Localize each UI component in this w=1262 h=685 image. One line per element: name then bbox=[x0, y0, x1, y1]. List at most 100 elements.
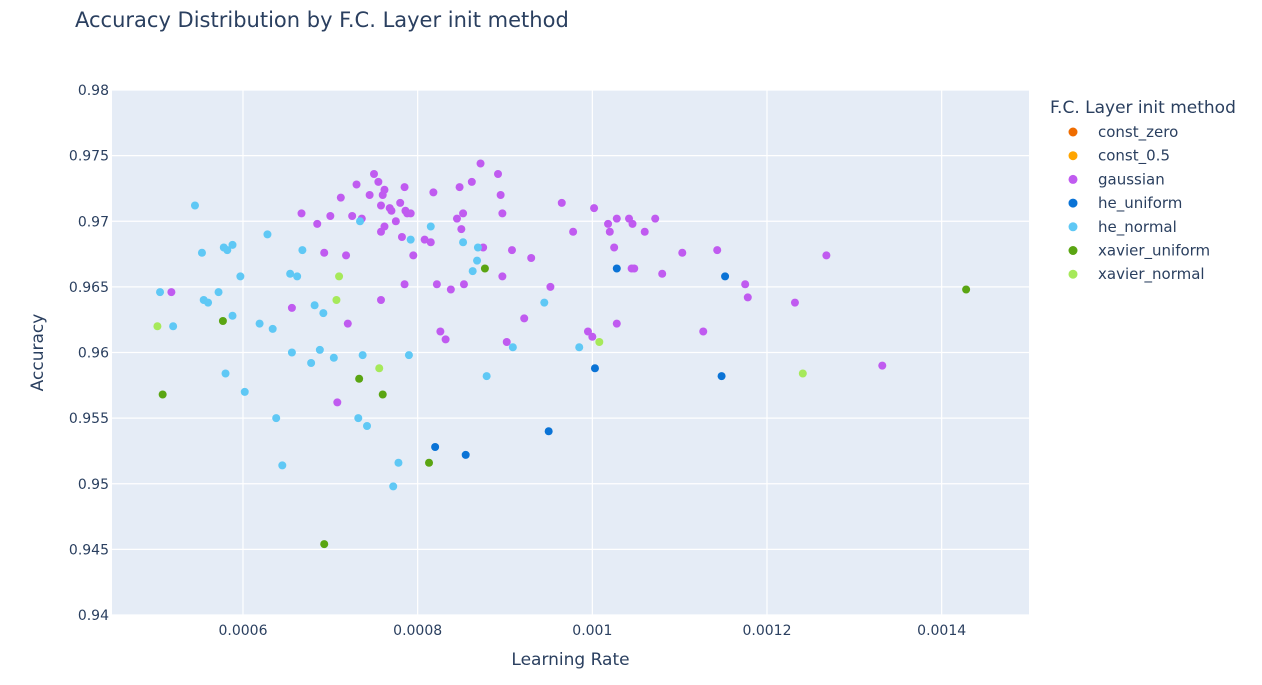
data-point-he-normal bbox=[286, 269, 295, 278]
data-point-gaussian bbox=[396, 198, 405, 207]
x-axis-ticks: 0.0006 0.0008 0.001 0.0012 0.0014 bbox=[219, 623, 967, 639]
data-point-gaussian bbox=[628, 219, 637, 228]
data-point-he-uniform bbox=[544, 427, 553, 436]
data-point-gaussian bbox=[420, 235, 429, 244]
data-point-gaussian bbox=[507, 246, 516, 255]
legend-label: const_zero bbox=[1098, 123, 1178, 142]
y-tick-label: 0.94 bbox=[78, 608, 109, 624]
data-point-gaussian bbox=[297, 209, 306, 218]
data-point-he-normal bbox=[354, 414, 363, 423]
data-point-he-normal bbox=[310, 301, 319, 310]
data-point-he-uniform bbox=[717, 372, 726, 381]
x-tick-label: 0.0014 bbox=[917, 623, 966, 639]
legend-marker bbox=[1068, 174, 1078, 184]
data-point-he-normal bbox=[473, 243, 482, 252]
data-point-gaussian bbox=[476, 159, 485, 168]
legend-marker bbox=[1068, 269, 1078, 279]
legend-label: xavier_uniform bbox=[1098, 242, 1210, 261]
legend: F.C. Layer init method const_zero const_0… bbox=[1050, 98, 1236, 284]
y-tick-label: 0.945 bbox=[69, 542, 109, 558]
data-point-gaussian bbox=[342, 251, 351, 260]
data-point-gaussian bbox=[455, 183, 464, 192]
data-point-gaussian bbox=[370, 170, 378, 178]
data-point-he-normal bbox=[204, 298, 213, 307]
data-point-he-normal bbox=[255, 319, 264, 328]
data-point-he-normal bbox=[319, 309, 328, 318]
x-tick-label: 0.0012 bbox=[743, 623, 792, 639]
data-point-gaussian bbox=[457, 225, 466, 234]
data-point-gaussian bbox=[376, 296, 385, 304]
data-point-gaussian bbox=[313, 219, 322, 228]
data-point-gaussian bbox=[429, 188, 438, 197]
data-point-gaussian bbox=[348, 212, 357, 220]
legend-items: const_zero const_0.5 gaussian he_uniform he_… bbox=[1068, 123, 1210, 284]
legend-label: const_0.5 bbox=[1098, 147, 1170, 166]
data-point-he-uniform bbox=[721, 272, 730, 281]
data-point-he-uniform bbox=[431, 443, 440, 451]
data-point-he-uniform bbox=[590, 364, 599, 373]
data-point-he-normal bbox=[315, 345, 324, 354]
data-point-he-normal bbox=[358, 351, 367, 360]
data-point-xavier-normal bbox=[595, 338, 604, 346]
data-point-he-normal bbox=[272, 414, 281, 423]
data-point-gaussian bbox=[496, 191, 505, 199]
y-tick-label: 0.975 bbox=[69, 149, 109, 165]
data-point-gaussian bbox=[713, 246, 722, 255]
data-point-he-normal bbox=[459, 238, 468, 247]
data-point-gaussian bbox=[336, 193, 345, 202]
data-point-he-normal bbox=[228, 240, 237, 249]
data-point-he-normal bbox=[468, 267, 477, 276]
data-point-xavier-uniform bbox=[218, 317, 227, 325]
data-point-xavier-uniform bbox=[158, 390, 167, 399]
x-tick-label: 0.0006 bbox=[219, 623, 268, 639]
data-point-gaussian bbox=[376, 227, 385, 236]
legend-label: gaussian bbox=[1098, 170, 1165, 188]
data-point-gaussian bbox=[610, 243, 619, 252]
y-tick-label: 0.965 bbox=[69, 280, 109, 296]
data-point-gaussian bbox=[583, 327, 592, 336]
data-point-he-normal bbox=[406, 235, 415, 244]
data-point-gaussian bbox=[743, 293, 752, 302]
data-point-he-normal bbox=[156, 288, 165, 297]
data-point-he-normal bbox=[363, 422, 372, 430]
data-point-he-normal bbox=[426, 222, 435, 231]
data-point-he-normal bbox=[575, 343, 584, 352]
data-point-gaussian bbox=[790, 298, 799, 307]
data-point-gaussian bbox=[878, 361, 887, 370]
data-point-gaussian bbox=[452, 214, 461, 223]
legend-title: F.C. Layer init method bbox=[1050, 98, 1236, 118]
data-point-gaussian bbox=[326, 212, 335, 220]
data-point-gaussian bbox=[588, 332, 597, 341]
data-point-he-normal bbox=[236, 272, 245, 281]
data-point-he-normal bbox=[190, 201, 199, 210]
y-tick-label: 0.96 bbox=[78, 346, 109, 362]
data-point-he-normal bbox=[169, 322, 178, 331]
data-point-gaussian bbox=[374, 177, 383, 186]
data-point-he-normal bbox=[329, 353, 338, 362]
y-tick-label: 0.955 bbox=[69, 411, 109, 427]
data-point-gaussian bbox=[678, 248, 687, 257]
data-point-xavier-uniform bbox=[962, 285, 971, 294]
data-point-he-normal bbox=[278, 461, 287, 470]
legend-label: he_uniform bbox=[1098, 194, 1182, 213]
data-point-xavier-normal bbox=[153, 322, 162, 331]
data-point-xavier-normal bbox=[332, 296, 341, 304]
data-point-xavier-normal bbox=[375, 364, 384, 373]
data-point-he-uniform bbox=[612, 264, 621, 273]
x-tick-label: 0.0008 bbox=[393, 623, 442, 639]
data-point-gaussian bbox=[494, 170, 503, 178]
data-point-gaussian bbox=[502, 338, 511, 346]
y-tick-label: 0.98 bbox=[78, 83, 109, 99]
data-point-gaussian bbox=[557, 198, 566, 207]
data-point-gaussian bbox=[380, 185, 389, 194]
y-tick-label: 0.95 bbox=[78, 477, 109, 493]
y-axis-title: Accuracy bbox=[28, 314, 48, 392]
data-point-xavier-uniform bbox=[320, 540, 329, 549]
data-point-gaussian bbox=[387, 206, 396, 215]
data-point-gaussian bbox=[365, 191, 374, 199]
data-point-gaussian bbox=[391, 217, 400, 226]
data-point-xavier-uniform bbox=[480, 264, 489, 273]
data-point-gaussian bbox=[604, 219, 613, 228]
data-point-gaussian bbox=[741, 280, 750, 289]
data-point-gaussian bbox=[436, 327, 445, 336]
